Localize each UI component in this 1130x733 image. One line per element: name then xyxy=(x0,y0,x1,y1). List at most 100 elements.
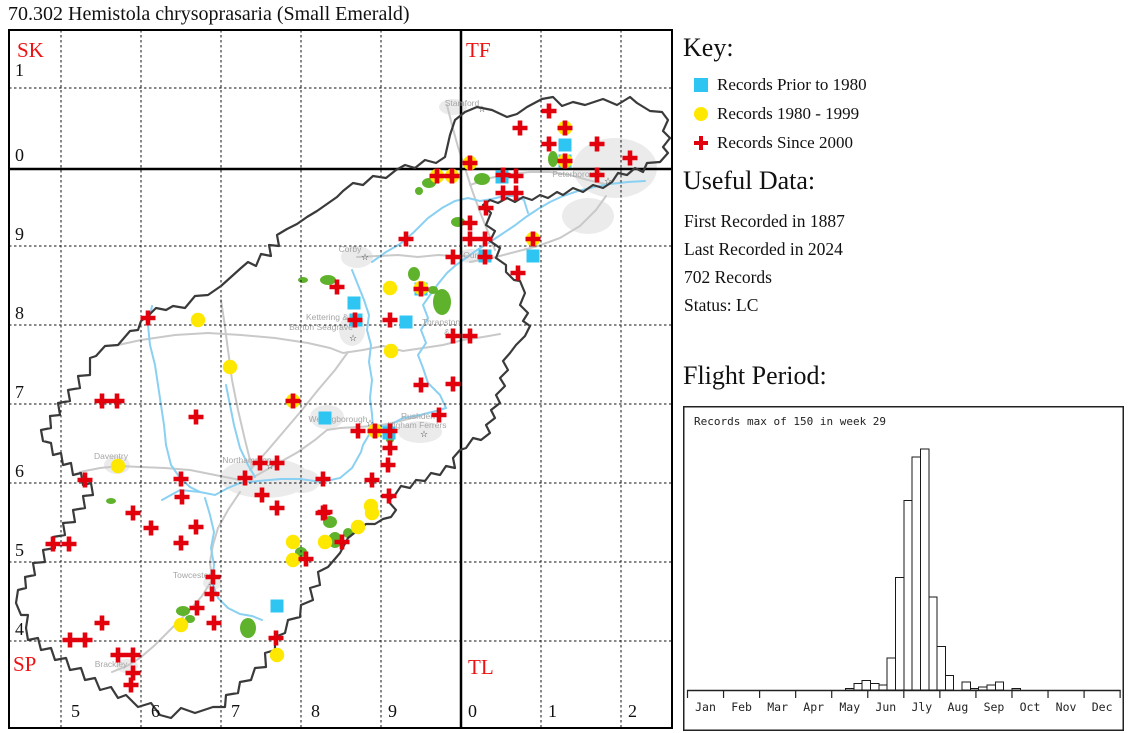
record-marker-since-2000 xyxy=(413,281,429,297)
record-marker-1980-1999 xyxy=(285,534,301,550)
flight-week-bar xyxy=(886,657,896,691)
flight-week-bar xyxy=(969,687,980,691)
record-marker-since-2000 xyxy=(188,409,204,425)
record-marker-since-2000 xyxy=(45,536,61,552)
record-marker-since-2000 xyxy=(429,168,445,184)
northing-label: 7 xyxy=(15,382,24,402)
flight-week-bar xyxy=(845,687,855,691)
record-marker-since-2000 xyxy=(478,200,494,216)
record-marker-since-2000 xyxy=(140,310,156,326)
legend-label: Records 1980 - 1999 xyxy=(717,104,860,123)
record-marker-1980-1999 xyxy=(383,343,399,359)
map-border xyxy=(8,29,673,729)
town-star-icon: ☆ xyxy=(361,253,369,263)
grid-letter-TF: TF xyxy=(466,38,491,62)
record-marker-since-2000 xyxy=(367,423,383,439)
record-marker-since-2000 xyxy=(364,472,380,488)
month-label: Feb xyxy=(731,700,752,714)
record-marker-since-2000 xyxy=(381,488,397,504)
easting-label: 7 xyxy=(231,701,240,721)
northing-label: 6 xyxy=(15,461,24,481)
record-marker-since-2000 xyxy=(525,231,541,247)
record-marker-since-2000 xyxy=(188,519,204,535)
record-marker-1980-1999 xyxy=(350,519,366,535)
flight-week-bar xyxy=(861,679,872,691)
record-marker-since-2000 xyxy=(315,505,331,521)
month-label: May xyxy=(839,700,860,714)
record-marker-since-2000 xyxy=(94,393,110,409)
record-marker-since-2000 xyxy=(495,185,511,201)
record-marker-1980-1999 xyxy=(269,647,285,663)
record-marker-since-2000 xyxy=(189,600,205,616)
record-marker-since-2000 xyxy=(237,470,253,486)
town-label: Barton Seagrave xyxy=(289,322,353,332)
record-marker-since-2000 xyxy=(110,647,126,663)
grid-lines xyxy=(9,30,672,728)
record-marker-since-2000 xyxy=(382,440,398,456)
easting-label: 9 xyxy=(388,701,397,721)
record-marker-since-2000 xyxy=(173,471,189,487)
record-marker-since-2000 xyxy=(268,630,284,646)
easting-label: 0 xyxy=(468,701,477,721)
record-marker-1980-1999 xyxy=(190,312,206,328)
chart-caption: Records max of 150 in week 29 xyxy=(694,415,886,428)
record-marker-since-2000 xyxy=(382,423,398,439)
record-marker-since-2000 xyxy=(269,455,285,471)
record-marker-prior-1980 xyxy=(347,296,361,310)
record-marker-since-2000 xyxy=(508,185,524,201)
record-marker-since-2000 xyxy=(334,534,350,550)
grid-letter-SK: SK xyxy=(17,38,44,62)
record-marker-prior-1980 xyxy=(399,315,413,329)
northing-label: 9 xyxy=(15,224,24,244)
record-marker-1980-1999 xyxy=(364,505,380,521)
town-label: Higham Ferrers xyxy=(387,420,446,430)
record-marker-since-2000 xyxy=(205,569,221,585)
month-label: Jun xyxy=(875,700,896,714)
record-marker-since-2000 xyxy=(269,500,285,516)
yellow-circle-icon xyxy=(694,107,708,121)
record-marker-since-2000 xyxy=(347,312,363,328)
record-marker-1980-1999 xyxy=(285,552,301,568)
month-label: Oct xyxy=(1020,700,1041,714)
flight-week-bar xyxy=(870,683,880,691)
useful-data-heading: Useful Data: xyxy=(683,166,816,195)
flight-week-bar xyxy=(1011,687,1021,691)
record-count-text: 702 Records xyxy=(684,267,772,287)
record-marker-since-2000 xyxy=(350,423,366,439)
record-marker-since-2000 xyxy=(622,150,638,166)
northing-label: 8 xyxy=(15,303,24,323)
northing-label: 1 xyxy=(15,60,24,80)
record-marker-since-2000 xyxy=(495,167,511,183)
county-outline xyxy=(14,95,672,720)
month-label: Apr xyxy=(803,700,824,714)
month-label: Aug xyxy=(948,700,969,714)
town-star-icon: ☆ xyxy=(349,334,357,344)
record-marker-since-2000 xyxy=(285,393,301,409)
record-marker-since-2000 xyxy=(252,455,268,471)
record-marker-since-2000 xyxy=(109,393,125,409)
grid-letter-TL: TL xyxy=(468,655,494,679)
record-marker-1980-1999 xyxy=(222,359,238,375)
town-star-icon: ☆ xyxy=(478,105,486,115)
town-star-icon: ☆ xyxy=(604,177,612,187)
record-marker-since-2000 xyxy=(462,215,478,231)
record-marker-since-2000 xyxy=(413,377,429,393)
record-marker-since-2000 xyxy=(77,632,93,648)
town-label: Brackley xyxy=(95,659,128,669)
record-marker-since-2000 xyxy=(123,677,139,693)
record-marker-1980-1999 xyxy=(317,534,333,550)
town-label: Rushden xyxy=(401,411,435,421)
flight-week-bar xyxy=(911,456,921,691)
flight-period-heading: Flight Period: xyxy=(683,361,827,390)
record-marker-since-2000 xyxy=(477,249,493,265)
urban-areas xyxy=(104,99,657,673)
record-marker-since-2000 xyxy=(589,136,605,152)
record-marker-since-2000 xyxy=(589,167,605,183)
record-marker-1980-1999 xyxy=(382,280,398,296)
town-label: Stamford xyxy=(445,98,480,108)
easting-label: 6 xyxy=(151,701,160,721)
markers-since-2000 xyxy=(45,103,638,693)
legend-item-since-2000: Records Since 2000 xyxy=(694,133,853,153)
